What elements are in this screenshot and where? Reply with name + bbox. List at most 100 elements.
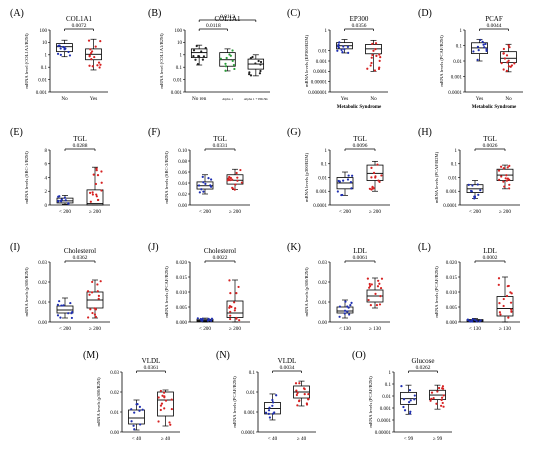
data-point: [91, 65, 94, 68]
y-tick-label: 0.000: [446, 321, 458, 326]
data-point: [467, 183, 470, 186]
panel-letter: (K): [287, 242, 301, 253]
x-tick-label: < 200: [339, 209, 351, 215]
data-point: [170, 407, 173, 411]
panel-f: (F) TGL 0.10 0.08 0.06 0.04 0.02 0.00 mRNA level…: [148, 127, 250, 215]
data-point: [409, 399, 412, 402]
data-point: [267, 412, 270, 415]
data-point: [380, 174, 383, 177]
box-0: [336, 171, 354, 197]
data-point: [90, 50, 94, 53]
data-point: [498, 302, 501, 305]
box-0: [466, 318, 484, 323]
data-point: [233, 309, 236, 312]
panel-letter: (A): [10, 8, 24, 19]
data-point: [371, 42, 374, 45]
data-point: [90, 58, 93, 61]
y-axis-label: mRNA level (COL1A1/B2M): [24, 33, 29, 89]
data-point: [477, 193, 480, 196]
y-tick-label: 0.1: [451, 163, 458, 168]
y-axis-label: mRNA level (COL1A1/B2M): [159, 33, 164, 89]
data-point: [133, 411, 136, 414]
data-point: [375, 54, 378, 58]
x-axis-label: Metabolic Syndrome: [472, 105, 517, 110]
data-point: [91, 193, 94, 196]
panel-title: VLDL: [278, 357, 297, 365]
data-point: [506, 285, 509, 288]
data-point: [441, 387, 445, 390]
y-tick-label: 4: [45, 176, 48, 181]
x-tick-label: Alpha 1 + PIK3K: [244, 97, 269, 101]
data-point: [196, 62, 200, 66]
data-point: [58, 300, 61, 303]
box-0: [196, 317, 214, 323]
data-point: [502, 304, 505, 308]
data-point: [295, 393, 298, 397]
data-point: [475, 320, 478, 323]
data-point: [466, 318, 469, 321]
y-tick-label: 0.08: [178, 160, 187, 165]
data-point: [508, 187, 511, 190]
y-tick-label: 0.00001: [375, 431, 392, 436]
data-point: [349, 304, 352, 307]
data-point: [88, 191, 92, 194]
data-point: [63, 46, 66, 49]
data-point: [258, 72, 262, 75]
data-point: [338, 305, 342, 308]
y-tick-label: 0.0001: [377, 419, 391, 424]
iqr-box: [86, 189, 104, 206]
data-point: [233, 188, 236, 191]
box-0: [336, 39, 353, 54]
data-point: [479, 189, 482, 192]
data-point: [370, 283, 373, 286]
y-tick-label: 0.04: [178, 182, 187, 187]
data-point: [376, 163, 379, 166]
data-point: [377, 279, 380, 282]
data-point: [70, 316, 73, 320]
iqr-box: [157, 391, 174, 417]
panel-letter: (O): [352, 350, 366, 361]
p-value-label: 0.0044: [487, 23, 502, 29]
data-point: [60, 304, 63, 307]
box-0: [56, 297, 74, 320]
data-point: [507, 316, 510, 319]
data-point: [296, 404, 299, 407]
data-point: [160, 402, 164, 405]
panel-title: PCAF: [485, 15, 503, 23]
data-point: [196, 317, 199, 320]
data-point: [341, 50, 344, 54]
data-point: [60, 200, 63, 203]
data-point: [408, 412, 412, 415]
data-point: [89, 52, 93, 55]
y-axis-label: mRNA levels (PCAF/B2M): [434, 266, 439, 318]
y-tick-label: 0.01: [110, 411, 119, 416]
p-value-label: 0.0356: [352, 23, 367, 29]
box-0: [196, 174, 214, 195]
data-point: [413, 398, 416, 401]
data-point: [402, 398, 406, 401]
data-point: [67, 312, 70, 315]
y-tick-label: 0.001: [451, 75, 463, 80]
data-point: [505, 294, 509, 298]
data-point: [88, 64, 91, 67]
y-tick-label: 0.1: [176, 66, 183, 71]
data-point: [224, 62, 227, 65]
data-point: [473, 196, 477, 200]
data-point: [89, 308, 92, 311]
data-point: [87, 39, 91, 42]
y-tick-label: 0.001: [244, 411, 256, 416]
data-point: [226, 179, 229, 182]
data-point: [200, 318, 204, 321]
data-point: [87, 316, 90, 319]
data-point: [202, 181, 205, 184]
y-tick-label: 0.01: [448, 176, 457, 181]
iqr-box: [56, 305, 74, 314]
data-point: [377, 179, 380, 182]
data-point: [264, 411, 268, 414]
data-point: [239, 168, 242, 172]
data-point: [96, 283, 99, 286]
data-point: [509, 301, 513, 304]
panel-g: (G) TGL 1 0.1 0.01 0.001 0.0001 mRNA levels (p3…: [287, 127, 390, 215]
y-tick-label: 0.0001: [313, 70, 327, 75]
data-point: [59, 47, 62, 50]
